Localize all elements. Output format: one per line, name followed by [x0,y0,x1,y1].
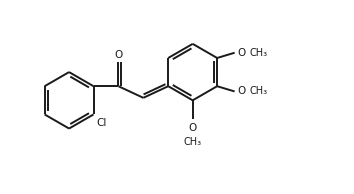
Text: O: O [114,50,122,60]
Text: CH₃: CH₃ [250,48,268,58]
Text: CH₃: CH₃ [184,137,202,147]
Text: O: O [237,48,246,58]
Text: CH₃: CH₃ [250,87,268,96]
Text: O: O [189,123,197,133]
Text: Cl: Cl [96,118,107,128]
Text: O: O [237,87,246,96]
